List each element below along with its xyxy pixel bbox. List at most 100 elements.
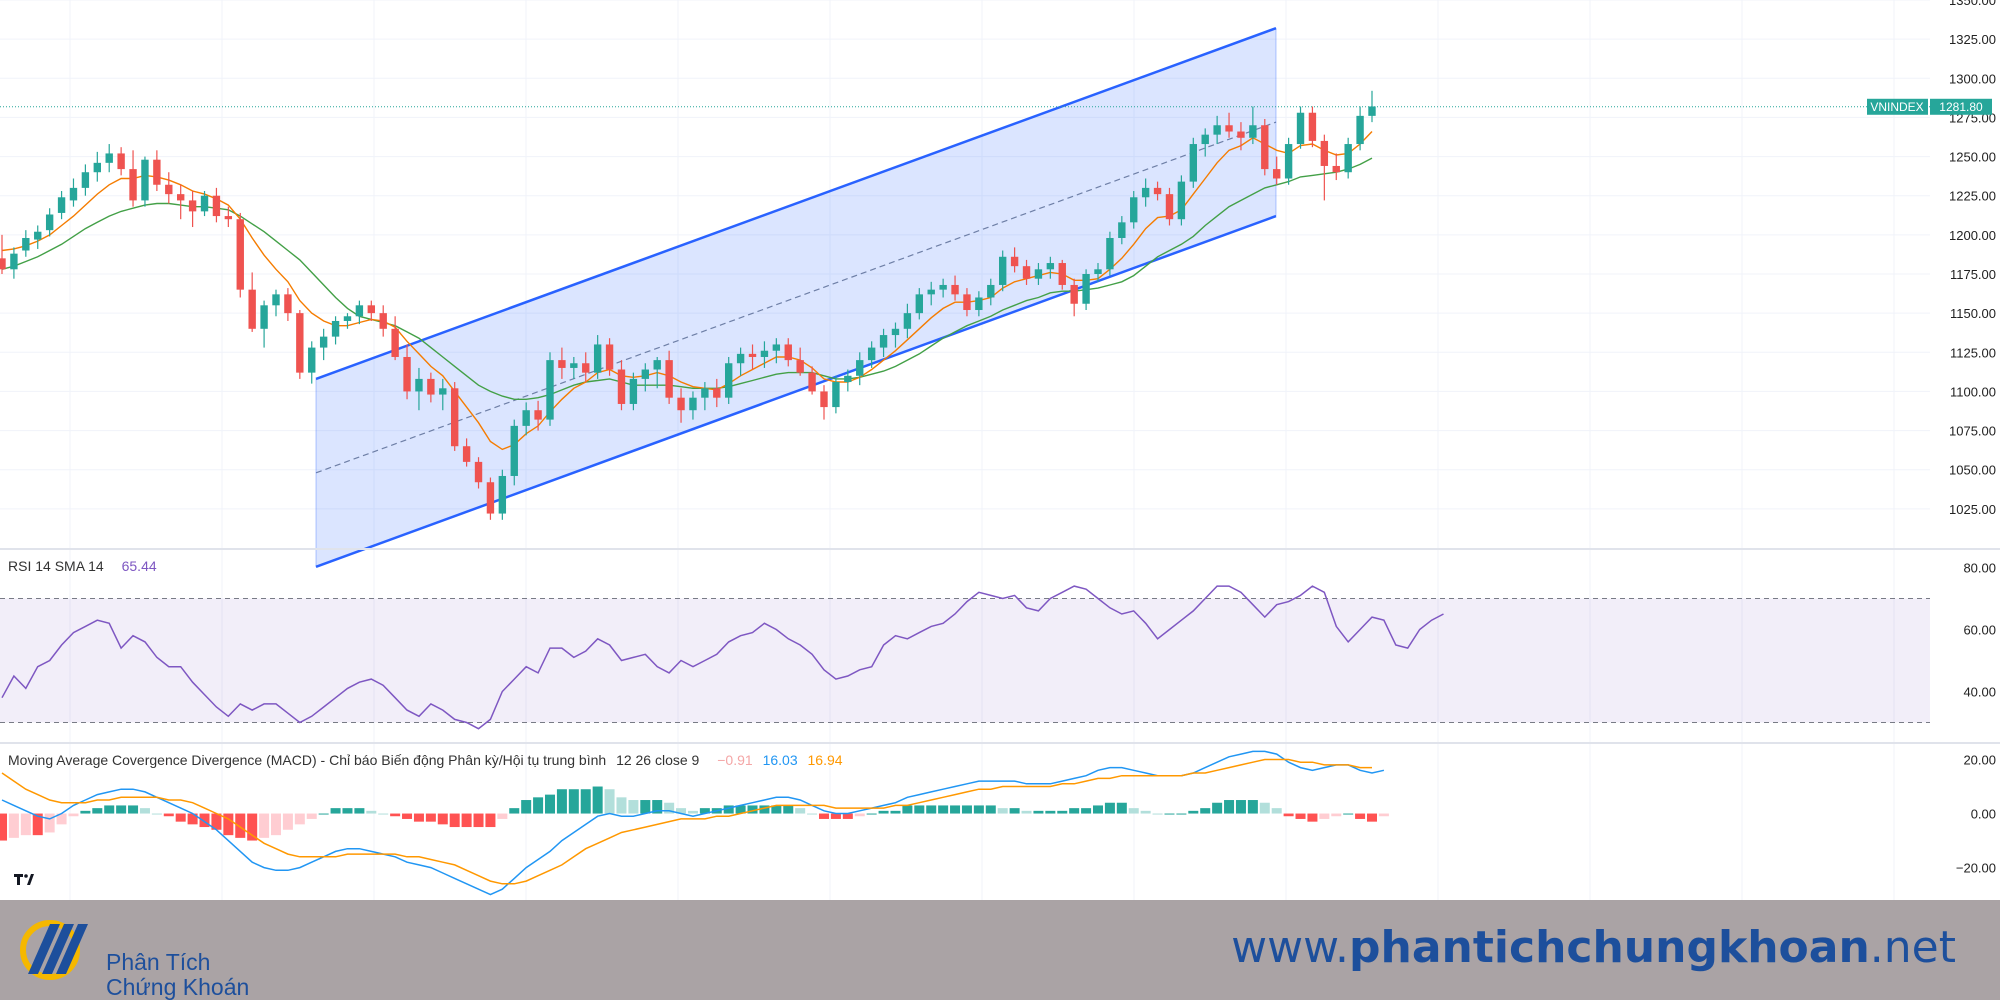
candle	[1332, 153, 1340, 181]
macd-histogram-bar	[997, 808, 1008, 814]
candle	[200, 191, 209, 217]
parallel-channel[interactable]	[315, 27, 1277, 568]
macd-histogram-bar	[890, 810, 901, 814]
candle	[1284, 137, 1293, 185]
macd-histogram-bar	[1307, 813, 1318, 822]
macd-title[interactable]: Moving Average Covergence Divergence (MA…	[8, 752, 843, 768]
macd-histogram-bar	[878, 810, 889, 814]
macd-tick-label: 20.00	[1963, 753, 1996, 768]
rsi-pane[interactable]: 40.00 60.00 80.00 RSI 14 SMA 14 65.44	[0, 558, 1996, 730]
candle	[1106, 231, 1114, 276]
candle	[558, 347, 566, 379]
candle	[784, 338, 792, 367]
channel-lower-line[interactable]	[315, 214, 1277, 568]
price-pane[interactable]: 1025.00 1050.00 1075.00 1100.00 1125.00 1150.…	[0, 0, 1996, 568]
candle	[987, 278, 995, 306]
macd-histogram-bar	[235, 813, 246, 838]
price-tick-label: 1350.00	[1949, 0, 1996, 8]
price-tick-label: 1250.00	[1949, 150, 1996, 165]
macd-histogram-bar	[1247, 800, 1258, 814]
candle	[451, 382, 459, 451]
rsi-axis[interactable]: 40.00 60.00 80.00	[1963, 561, 1996, 700]
macd-histogram-bar	[497, 813, 508, 819]
macd-histogram-bar	[795, 808, 806, 814]
macd-histogram-bar	[44, 813, 55, 833]
candle	[641, 363, 649, 392]
price-tick-label: 1300.00	[1949, 71, 1996, 86]
symbol-badge	[1867, 98, 1928, 115]
macd-histogram	[0, 786, 1389, 841]
candle	[177, 184, 185, 220]
candle	[343, 313, 352, 329]
macd-histogram-bar	[604, 789, 615, 814]
macd-histogram-bar	[1366, 813, 1378, 822]
candle	[1153, 181, 1162, 201]
macd-histogram-bar	[950, 805, 961, 814]
candle	[1046, 256, 1055, 279]
candle	[57, 191, 66, 220]
candle	[1094, 263, 1102, 282]
candle	[45, 208, 54, 237]
macd-histogram-bar	[139, 808, 150, 814]
macd-histogram-bar	[1378, 813, 1389, 817]
candle	[117, 147, 125, 176]
macd-histogram-bar	[187, 813, 198, 825]
macd-histogram-bar	[807, 813, 818, 815]
candle	[486, 477, 495, 520]
macd-histogram-bar	[1140, 810, 1151, 814]
brand-logo[interactable]: Phân Tích Chứng Khoán	[20, 914, 260, 1000]
candle	[1034, 263, 1043, 285]
macd-histogram-bar	[783, 805, 794, 814]
website-brand: phantichchungkhoan	[1349, 922, 1870, 973]
candle	[153, 150, 161, 192]
macd-histogram-bar	[687, 810, 698, 814]
macd-histogram-bar	[628, 800, 639, 814]
candle	[379, 305, 387, 337]
candle	[1237, 122, 1245, 151]
website-url[interactable]: www.phantichchungkhoan.net	[1231, 922, 1956, 973]
candle	[653, 356, 661, 389]
macd-histogram-bar	[676, 808, 687, 814]
macd-histogram-bar	[1271, 808, 1282, 814]
macd-histogram-bar	[163, 813, 174, 817]
macd-histogram-bar	[270, 813, 282, 836]
candle	[617, 360, 626, 411]
macd-value: 16.03	[763, 752, 798, 768]
candle	[81, 164, 90, 196]
macd-pane[interactable]: 20.00 0.00 −20.00 Moving Average Covergenc…	[0, 750, 1996, 896]
price-tick-label: 1050.00	[1949, 463, 1996, 478]
channel-mid-line[interactable]	[315, 121, 1277, 474]
candle	[296, 310, 304, 379]
chart-area[interactable]: 1025.00 1050.00 1075.00 1100.00 1125.00 1150.…	[0, 0, 2000, 900]
candle	[165, 172, 173, 204]
macd-line	[1, 750, 1385, 896]
macd-histogram-bar	[1331, 813, 1342, 817]
candle	[69, 178, 78, 207]
candle	[593, 335, 602, 379]
price-tick-label: 1150.00	[1950, 306, 1996, 321]
macd-histogram-bar	[1164, 813, 1175, 815]
price-tick-label: 1325.00	[1949, 32, 1996, 47]
macd-histogram-bar	[92, 808, 103, 814]
candle	[915, 288, 923, 320]
candle	[1213, 115, 1221, 145]
macd-histogram-bar	[1009, 808, 1020, 814]
macd-histogram-bar	[640, 800, 651, 814]
price-axis[interactable]: 1025.00 1050.00 1075.00 1100.00 1125.00 1150.…	[1949, 0, 1996, 517]
macd-axis[interactable]: 20.00 0.00 −20.00	[1956, 753, 1996, 876]
macd-histogram-bar	[902, 805, 913, 814]
candle	[1058, 259, 1066, 290]
macd-histogram-bar	[437, 813, 448, 825]
macd-histogram-bar	[521, 800, 532, 814]
candle	[844, 369, 852, 392]
candle	[725, 356, 733, 404]
channel-upper-line[interactable]	[315, 27, 1277, 381]
rsi-title[interactable]: RSI 14 SMA 14 65.44	[8, 558, 157, 574]
tradingview-logo[interactable]	[8, 866, 40, 892]
macd-histogram-bar	[282, 813, 293, 830]
macd-params: 12 26 close 9	[616, 752, 699, 768]
brand-logo-text: Phân Tích Chứng Khoán	[106, 950, 249, 1000]
macd-histogram-bar	[20, 813, 31, 836]
macd-histogram-bar	[175, 813, 186, 822]
macd-histogram-bar	[68, 813, 79, 817]
